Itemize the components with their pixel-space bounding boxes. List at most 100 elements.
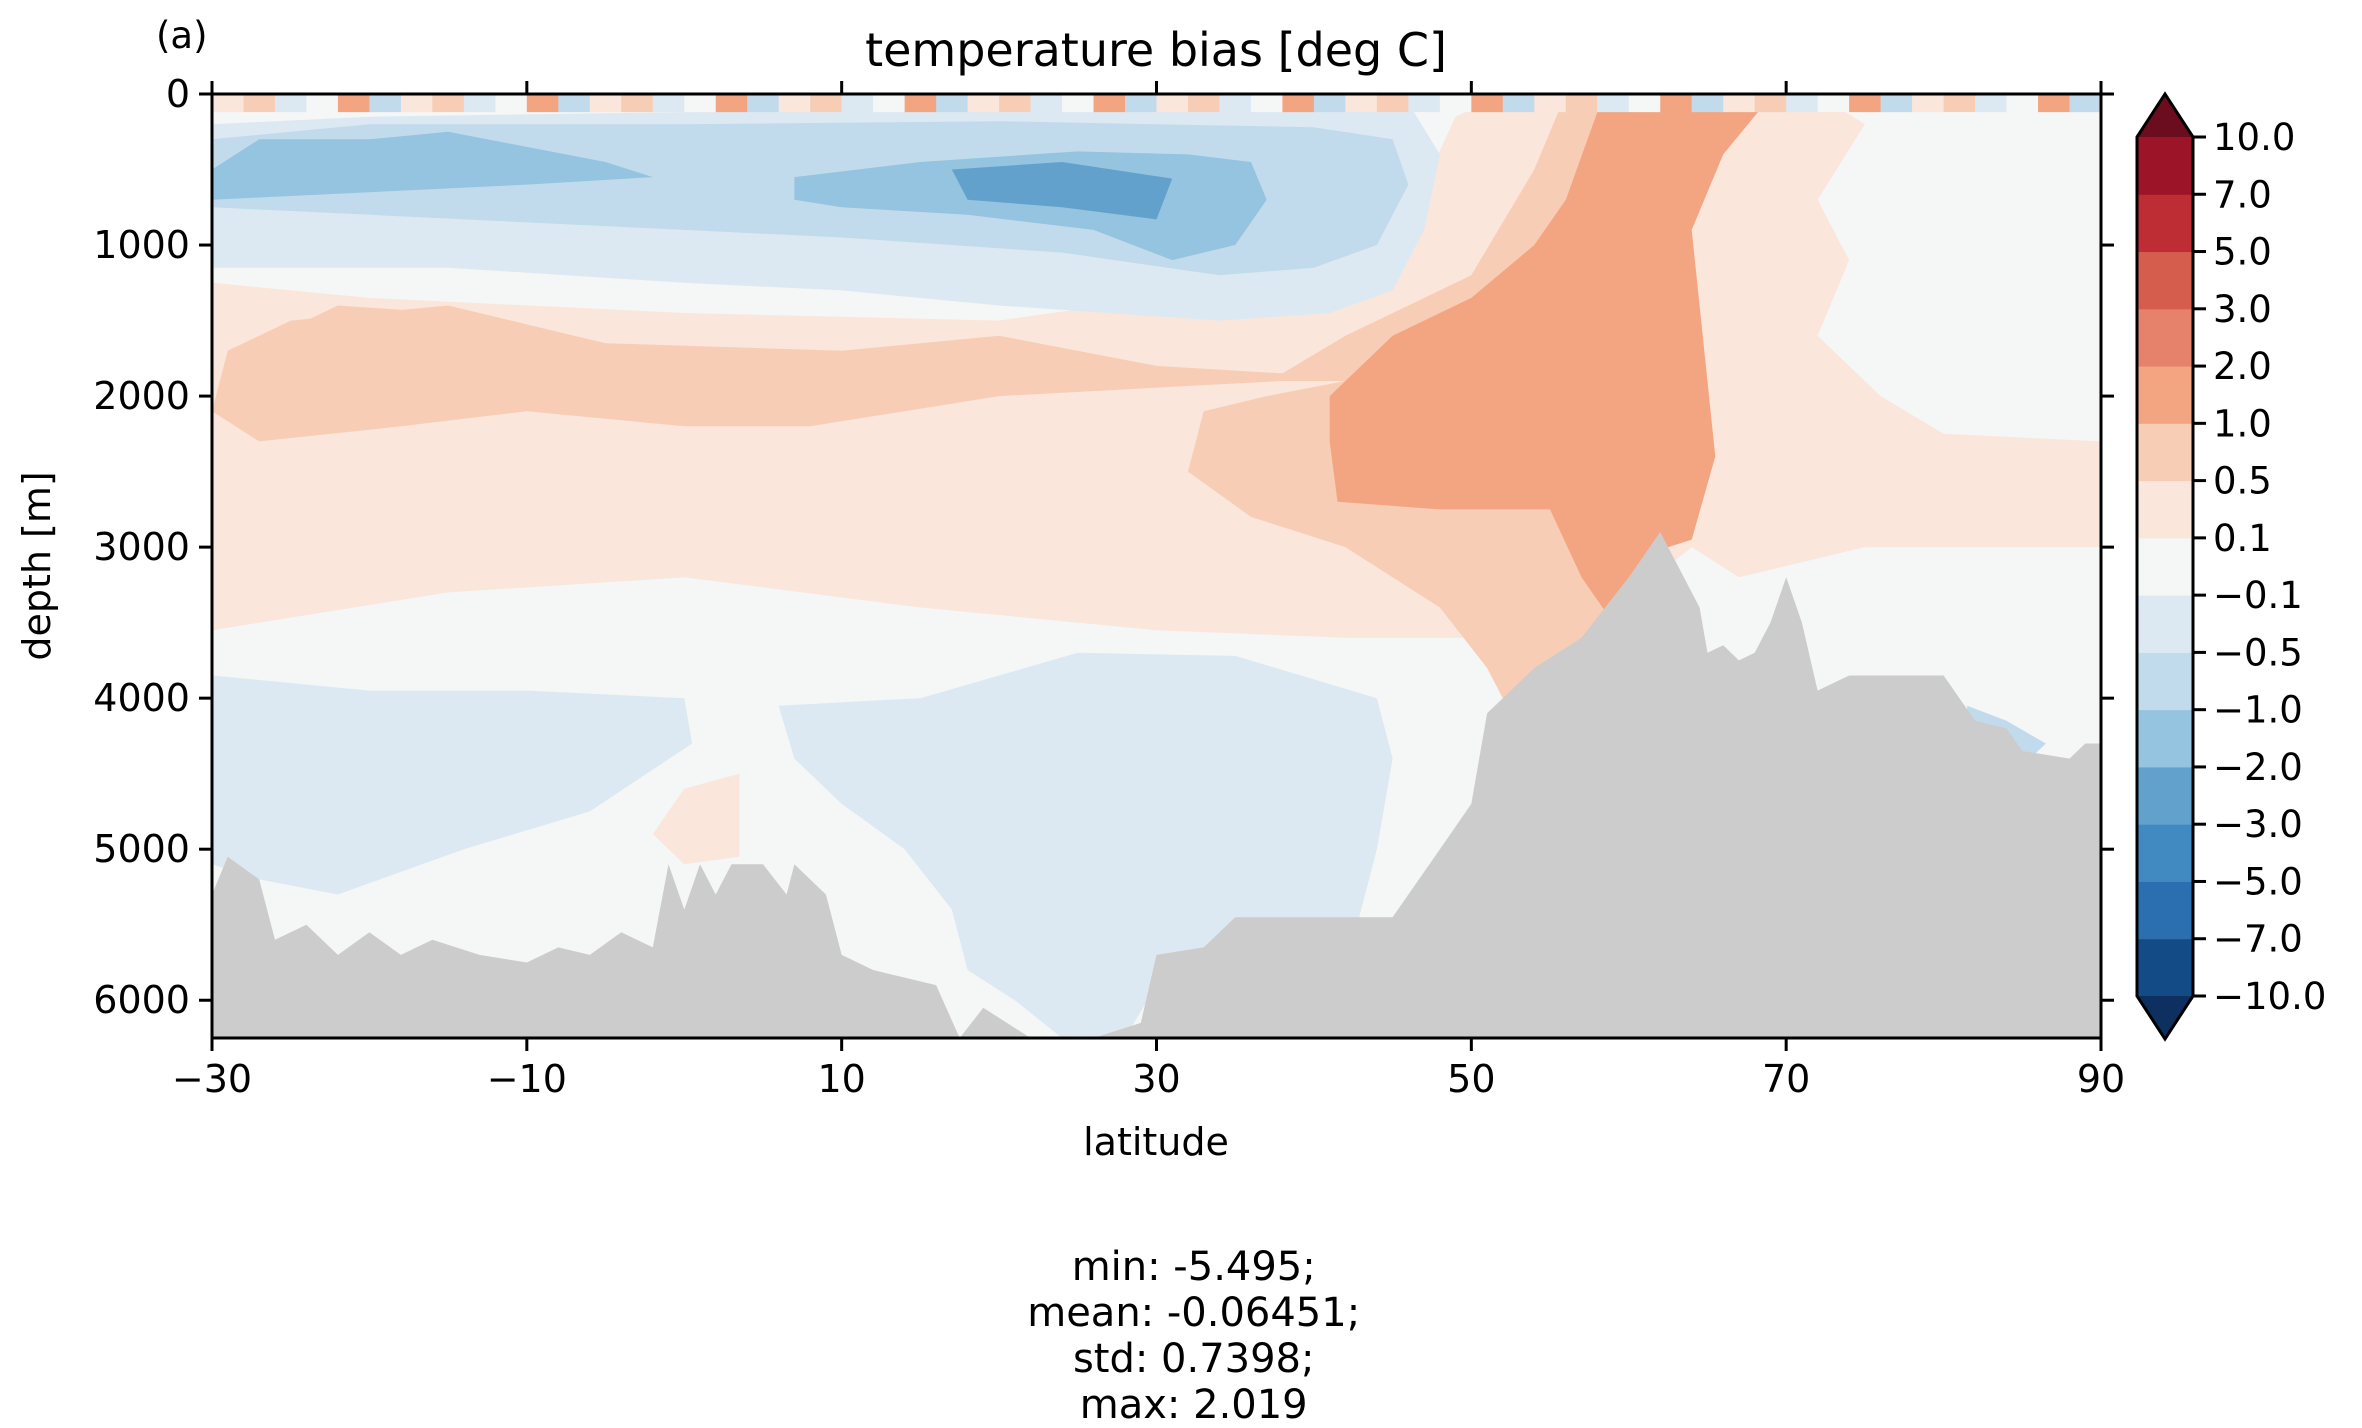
surface-band-cell xyxy=(432,94,465,113)
surface-band-cell xyxy=(936,94,969,113)
surface-band-cell xyxy=(1912,94,1945,113)
x-tick-label: 90 xyxy=(2077,1057,2125,1101)
surface-band-cell xyxy=(1156,94,1189,113)
x-tick-label: −10 xyxy=(487,1057,567,1101)
y-tick-label: 6000 xyxy=(93,978,190,1022)
surface-band-cell xyxy=(589,94,622,113)
surface-band-cell xyxy=(1502,94,1535,113)
surface-band-cell xyxy=(1597,94,1630,113)
colorbar-segment xyxy=(2137,480,2193,539)
surface-band-cell xyxy=(1849,94,1882,113)
surface-band-cell xyxy=(1376,94,1409,113)
colorbar-tick-label: 1.0 xyxy=(2213,402,2272,445)
x-tick-label: 50 xyxy=(1447,1057,1495,1101)
surface-band-cell xyxy=(369,94,402,113)
colorbar-segment xyxy=(2137,652,2193,711)
surface-band-cell xyxy=(1880,94,1913,113)
colorbar-tick-label: −2.0 xyxy=(2213,746,2303,789)
colorbar-tick-label: −0.1 xyxy=(2213,574,2303,617)
surface-band-cell xyxy=(1093,94,1126,113)
colorbar-tick-label: −5.0 xyxy=(2213,860,2303,903)
colorbar-segment xyxy=(2137,881,2193,940)
surface-band-cell xyxy=(1660,94,1693,113)
colorbar-tick-label: 3.0 xyxy=(2213,288,2272,331)
surface-band-cell xyxy=(904,94,937,113)
surface-band-cell xyxy=(1975,94,2008,113)
y-tick-label: 0 xyxy=(166,72,190,116)
surface-band-cell xyxy=(810,94,843,113)
y-tick-label: 2000 xyxy=(93,374,190,418)
surface-band-cell xyxy=(1282,94,1315,113)
surface-band-cell xyxy=(1817,94,1850,113)
stat-std: std: 0.7398; xyxy=(1072,1336,1315,1382)
surface-band-cell xyxy=(2069,94,2101,113)
surface-band-cell xyxy=(715,94,748,113)
surface-band-cell xyxy=(1219,94,1252,113)
colorbar-tick-label: 2.0 xyxy=(2213,345,2272,388)
surface-band-cell xyxy=(1030,94,1063,113)
surface-band-cell xyxy=(1691,94,1724,113)
y-tick-label: 5000 xyxy=(93,827,190,871)
surface-band-cell xyxy=(274,94,307,113)
colorbar-segment xyxy=(2137,709,2193,768)
surface-band-cell xyxy=(1534,94,1567,113)
y-tick-label: 4000 xyxy=(93,676,190,720)
colorbar-segment xyxy=(2137,537,2193,596)
colorbar-tick-label: −7.0 xyxy=(2213,918,2303,961)
x-tick-label: −30 xyxy=(172,1057,252,1101)
colorbar-segment xyxy=(2137,423,2193,482)
surface-band-cell xyxy=(747,94,780,113)
surface-band-cell xyxy=(1062,94,1095,113)
surface-band-cell xyxy=(2038,94,2071,113)
colorbar: −10.0 −7.0 −5.0 −3.0 −2.0 −1.0 −0.5 −0.1 0.1 0.5 1… xyxy=(2135,91,2326,1042)
y-axis-label: depth [m] xyxy=(15,471,59,660)
surface-band-cell xyxy=(1786,94,1819,113)
surface-band-cell xyxy=(1125,94,1157,113)
y-tick-label: 3000 xyxy=(93,525,190,569)
surface-band-cell xyxy=(1754,94,1787,113)
y-tick-label: 1000 xyxy=(93,223,190,267)
colorbar-extend-max xyxy=(2137,94,2193,137)
surface-band-cell xyxy=(999,94,1032,113)
surface-band-cell xyxy=(1439,94,1472,113)
surface-band-cell xyxy=(1565,94,1598,113)
stat-mean: mean: -0.06451; xyxy=(1027,1290,1361,1336)
surface-band-cell xyxy=(1345,94,1378,113)
surface-band-cell xyxy=(526,94,559,113)
colorbar-segment xyxy=(2137,366,2193,424)
colorbar-tick-label: −3.0 xyxy=(2213,803,2303,846)
surface-band-cell xyxy=(2006,94,2039,113)
panel-label: (a) xyxy=(156,14,208,57)
colorbar-segment xyxy=(2137,137,2193,195)
colorbar-segment xyxy=(2137,194,2193,253)
surface-band-cell xyxy=(1471,94,1504,113)
surface-band-cell xyxy=(558,94,591,113)
colorbar-segment xyxy=(2137,766,2193,825)
surface-band-cell xyxy=(967,94,1000,113)
colorbar-tick-label: −1.0 xyxy=(2213,689,2303,732)
surface-band-cell xyxy=(1723,94,1756,113)
surface-band-cell xyxy=(778,94,811,113)
x-axis: −30 −10 10 30 50 70 90 xyxy=(172,81,2125,1101)
colorbar-tick-label: 7.0 xyxy=(2213,173,2272,216)
stat-min: min: -5.495; xyxy=(1071,1244,1316,1290)
field-region xyxy=(747,358,889,419)
x-tick-label: 30 xyxy=(1132,1057,1180,1101)
surface-band-cell xyxy=(1628,94,1661,113)
field-region xyxy=(212,131,653,200)
surface-band-cell xyxy=(212,94,244,113)
surface-band-cell xyxy=(1313,94,1346,113)
colorbar-tick-label: 5.0 xyxy=(2213,231,2272,274)
field-region xyxy=(652,773,740,865)
surface-band-cell xyxy=(1187,94,1220,113)
stat-max: max: 2.019 xyxy=(1079,1382,1308,1428)
surface-band-cell xyxy=(306,94,339,113)
colorbar-segment xyxy=(2137,595,2193,653)
surface-band-cell xyxy=(243,94,276,113)
seafloor-mask xyxy=(212,532,2101,1038)
chart-title: temperature bias [deg C] xyxy=(865,23,1447,77)
surface-band-cell xyxy=(841,94,874,113)
colorbar-segment xyxy=(2137,251,2193,310)
summary-stats: min: -5.495; mean: -0.06451; std: 0.7398… xyxy=(0,1198,2362,1428)
surface-band-cell xyxy=(1250,94,1283,113)
